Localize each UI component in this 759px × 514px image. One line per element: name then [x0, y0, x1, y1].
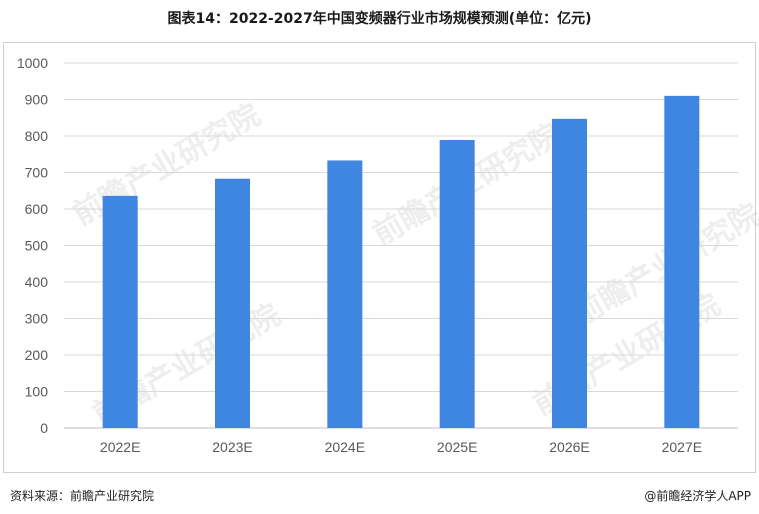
y-tick-label: 1000 [17, 55, 48, 71]
y-tick-label: 400 [25, 274, 49, 290]
y-tick-label: 100 [25, 384, 49, 400]
y-tick-label: 200 [25, 347, 49, 363]
chart-title: 图表14：2022-2027年中国变频器行业市场规模预测(单位：亿元) [167, 11, 592, 27]
bar [215, 178, 250, 428]
y-tick-label: 900 [25, 92, 49, 108]
x-tick-label: 2027E [662, 439, 702, 455]
x-tick-label: 2022E [100, 439, 140, 455]
chart-frame [3, 42, 756, 473]
credit-note: @前瞻经济学人APP [644, 489, 751, 503]
bar [439, 140, 475, 428]
y-tick-label: 600 [25, 201, 49, 217]
y-tick-label: 0 [40, 420, 48, 436]
x-tick-label: 2025E [437, 439, 477, 455]
x-tick-label: 2023E [212, 439, 252, 455]
y-tick-label: 500 [25, 238, 49, 254]
x-tick-label: 2024E [325, 439, 365, 455]
bar [102, 195, 138, 428]
y-tick-label: 700 [25, 165, 49, 181]
y-tick-label: 800 [25, 128, 49, 144]
bar [327, 160, 363, 428]
y-tick-label: 300 [25, 311, 49, 327]
bar [552, 118, 587, 428]
source-note: 资料来源：前瞻产业研究院 [10, 489, 155, 503]
x-tick-label: 2026E [549, 439, 589, 455]
bar [664, 95, 700, 428]
